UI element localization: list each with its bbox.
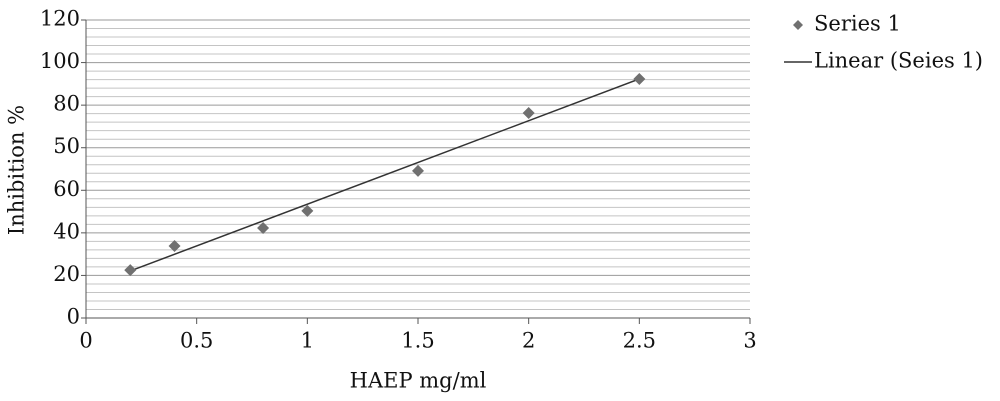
x-tick-label: 0 xyxy=(79,329,92,353)
legend-label: Linear (Seies 1) xyxy=(814,49,983,73)
x-tick-label: 2 xyxy=(522,329,535,353)
trendline xyxy=(130,78,640,272)
y-axis-label: Inhibition % xyxy=(5,105,29,235)
y-tick-label: 60 xyxy=(53,177,80,201)
x-tick-label: 0.5 xyxy=(180,329,213,353)
x-tick-label: 3 xyxy=(743,329,756,353)
y-tick-label: 0 xyxy=(67,305,80,329)
x-tick-label: 1 xyxy=(301,329,314,353)
x-axis-label: HAEP mg/ml xyxy=(350,369,487,393)
point xyxy=(412,164,424,177)
legend-label: Series 1 xyxy=(814,12,901,36)
x-tick-label: 2.5 xyxy=(623,329,656,353)
y-tick-label: 20 xyxy=(53,262,80,286)
y-tick-label: 100 xyxy=(40,49,80,73)
y-tick-label: 40 xyxy=(53,219,80,243)
point xyxy=(522,107,535,120)
legend-marker xyxy=(793,20,803,30)
point xyxy=(633,72,646,85)
y-tick-label: 120 xyxy=(40,7,80,31)
point xyxy=(168,240,181,253)
x-tick-label: 1.5 xyxy=(401,329,434,353)
point xyxy=(301,204,314,217)
point xyxy=(124,264,137,277)
y-tick-label: 50 xyxy=(53,134,80,158)
point xyxy=(257,221,270,234)
y-tick-label: 80 xyxy=(53,92,80,116)
